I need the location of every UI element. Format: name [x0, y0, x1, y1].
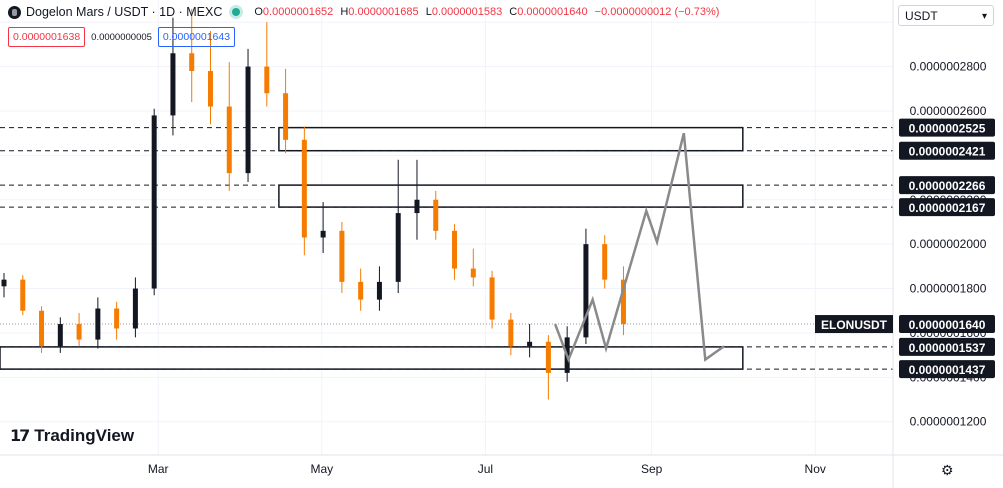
candle-body: [508, 319, 514, 347]
y-tick-label: 0.0000001800: [910, 282, 987, 296]
y-tick-label: 0.0000002600: [910, 104, 987, 118]
candle-body: [470, 268, 476, 278]
gear-icon[interactable]: ⚙: [941, 462, 954, 478]
candle-body: [583, 244, 589, 338]
level-price-tag: [899, 360, 995, 379]
x-tick-label: May: [310, 462, 333, 476]
candle-body: [527, 341, 533, 347]
candle-body: [170, 53, 176, 116]
candle-body: [95, 308, 101, 340]
candle-body: [76, 324, 82, 340]
candle-body: [489, 277, 495, 320]
candle-body: [620, 279, 626, 325]
candle-body: [207, 71, 213, 107]
logo-text: TradingView: [34, 426, 135, 445]
candle-body: [132, 288, 138, 329]
symbol-tag: [815, 315, 893, 334]
level-price-label: 0.0000001537: [909, 341, 986, 355]
level-price-label: 0.0000001437: [909, 363, 986, 377]
candle-body: [226, 106, 232, 174]
change-value: −0.0000000012 (−0.73%): [594, 6, 720, 18]
candle-body: [414, 199, 420, 214]
candle-body: [452, 230, 458, 269]
ohlc-values: O0.0000001652 H0.0000001685 L0.000000158…: [254, 6, 720, 18]
projection-path: [553, 132, 725, 364]
spread-value: 0.0000000005: [91, 31, 152, 43]
candle-body: [57, 324, 63, 347]
x-tick-label: Jul: [478, 462, 493, 476]
candle-body: [264, 66, 270, 94]
sell-button[interactable]: 0.0000001638: [8, 27, 86, 47]
market-open-dot-icon: [232, 8, 241, 16]
candle-body: [189, 53, 195, 72]
level-price-label: 0.0000002421: [909, 145, 986, 159]
tradingview-mark-icon: 𝟭𝟳: [10, 428, 30, 445]
symbol-tag-label: ELONUSDT: [821, 318, 888, 332]
x-tick-label: Nov: [805, 462, 826, 476]
chart-grid: [0, 0, 893, 455]
projection-line: [553, 132, 725, 364]
level-price-label: 0.0000002525: [909, 122, 986, 136]
coin-icon: [8, 5, 21, 19]
currency-select[interactable]: USDT ▾: [898, 5, 994, 26]
candle-body: [20, 279, 26, 311]
candle-body: [358, 281, 364, 300]
buy-button[interactable]: 0.0000001643: [157, 27, 236, 47]
candle-body: [395, 213, 401, 282]
level-price-tag: [899, 337, 995, 356]
y-tick-label: 0.0000001200: [910, 415, 987, 429]
x-tick-label: Sep: [641, 462, 663, 476]
zone-box: [278, 184, 744, 208]
zone-boxes: [0, 126, 744, 370]
candle-body: [376, 281, 382, 300]
level-price-tag: [899, 176, 995, 195]
chart-header: Dogelon Mars / USDT · 1D · MEXC O0.00000…: [8, 5, 723, 19]
candle-body: [151, 115, 157, 289]
last-price-label: 0.0000001640: [909, 318, 986, 332]
candle-body: [114, 308, 120, 329]
level-price-tag: [899, 198, 995, 217]
candle-body: [339, 230, 345, 282]
candlestick-series: [1, 8, 626, 400]
candle-body: [301, 139, 307, 238]
candle-body: [433, 199, 439, 231]
currency-value: USDT: [905, 9, 938, 23]
level-price-tag: [899, 141, 995, 160]
candle-body: [245, 66, 251, 174]
candle-body: [39, 310, 45, 347]
level-price-tag: [899, 118, 995, 137]
symbol-title[interactable]: Dogelon Mars / USDT · 1D · MEXC: [26, 5, 223, 19]
candle-body: [545, 341, 551, 373]
level-price-label: 0.0000002167: [909, 201, 986, 215]
last-price-tag: [899, 315, 995, 334]
y-tick-label: 0.0000002000: [910, 237, 987, 251]
trade-buttons: 0.0000001638 0.0000000005 0.0000001643: [8, 27, 236, 47]
candle-body: [320, 230, 326, 238]
y-tick-label: 0.0000002800: [910, 60, 987, 74]
zone-box: [278, 126, 744, 152]
level-price-label: 0.0000002266: [909, 179, 986, 193]
tradingview-logo[interactable]: 𝟭𝟳 TradingView: [10, 426, 134, 446]
candle-body: [602, 244, 608, 280]
x-tick-label: Mar: [148, 462, 169, 476]
chevron-down-icon: ▾: [981, 11, 987, 22]
candle-body: [283, 93, 289, 140]
zone-box: [0, 346, 744, 370]
candle-body: [1, 279, 7, 287]
